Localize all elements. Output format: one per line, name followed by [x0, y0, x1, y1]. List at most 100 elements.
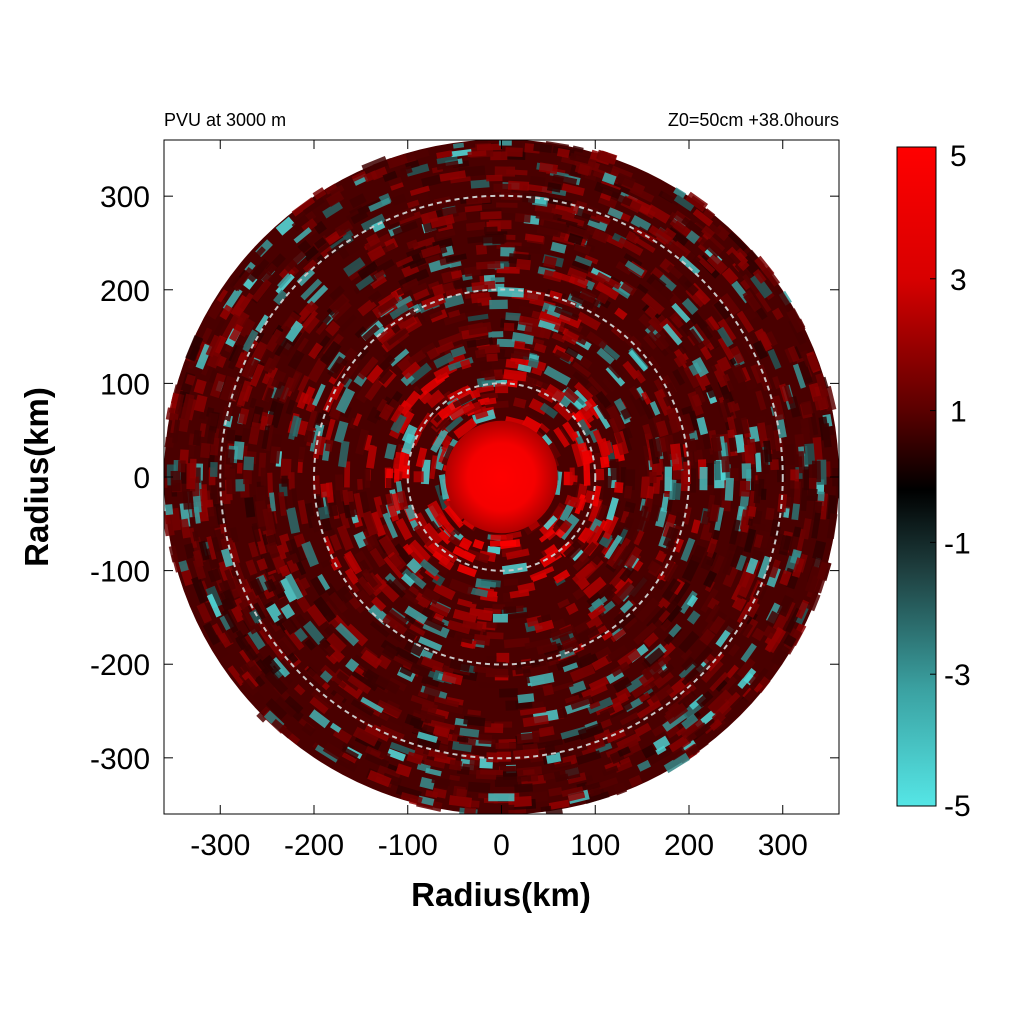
pv-cell	[604, 534, 623, 560]
pv-cell	[496, 202, 518, 208]
pv-cell	[315, 412, 325, 427]
pv-cell	[449, 774, 461, 782]
x-axis-title: Radius(km)	[411, 876, 591, 913]
pv-cell	[517, 693, 535, 704]
pv-cell	[707, 360, 718, 373]
pv-cell	[430, 214, 455, 229]
pv-cell	[284, 320, 304, 343]
pv-cell	[465, 221, 486, 232]
pv-cell	[567, 233, 584, 246]
pv-cell	[384, 720, 403, 734]
pv-cell	[730, 345, 745, 365]
pv-cell	[230, 605, 245, 623]
pv-cell	[437, 417, 451, 432]
pv-cell	[736, 601, 753, 624]
pv-cell	[352, 726, 379, 747]
pv-cell	[320, 516, 332, 532]
pv-cell	[694, 718, 716, 739]
pv-cell	[664, 702, 689, 725]
pv-cell	[681, 656, 696, 671]
pv-cell	[635, 597, 660, 623]
pv-cell	[265, 328, 284, 353]
pv-cell	[425, 389, 445, 409]
pv-cell	[456, 788, 468, 798]
pv-cell	[336, 524, 354, 551]
pv-cell	[638, 313, 658, 333]
pv-cell	[747, 506, 757, 518]
pv-cell	[249, 363, 265, 387]
pv-cell	[750, 272, 773, 299]
pv-cell	[553, 766, 581, 783]
pv-cell	[601, 630, 613, 641]
pv-cell	[720, 676, 738, 694]
pv-cell	[519, 706, 547, 716]
pv-cell	[544, 383, 566, 403]
pv-cell	[577, 722, 604, 741]
pv-cell	[517, 363, 532, 373]
pv-cell	[376, 326, 394, 343]
pv-cell	[706, 253, 728, 275]
pv-cell	[353, 492, 365, 518]
pv-cell	[633, 369, 646, 384]
pv-cell	[523, 324, 546, 339]
pv-cell	[648, 438, 660, 465]
pv-cell	[740, 278, 752, 291]
pv-cell	[611, 575, 634, 598]
pv-cell	[387, 504, 400, 522]
pv-cell	[494, 776, 518, 787]
pv-cell	[192, 495, 202, 513]
chart-title-left: PVU at 3000 m	[164, 110, 286, 130]
pv-cell	[407, 349, 427, 367]
pv-cell	[743, 528, 757, 553]
pv-cell	[452, 393, 473, 409]
pv-cell	[643, 647, 665, 668]
pv-cell	[653, 670, 674, 689]
pv-cell	[588, 499, 602, 523]
pv-cell	[273, 289, 288, 306]
pv-cell	[585, 737, 606, 752]
pv-cell	[367, 245, 386, 262]
pv-cell	[734, 262, 750, 279]
pv-cell	[285, 538, 302, 563]
pv-cell	[431, 283, 446, 297]
pv-cell	[717, 318, 737, 343]
pv-cell	[381, 614, 408, 637]
pv-cell	[351, 170, 367, 182]
pv-cell	[826, 513, 838, 540]
pv-cell	[678, 630, 700, 654]
pv-cell	[402, 543, 414, 556]
pv-cell	[662, 513, 677, 539]
pv-cell	[247, 258, 270, 283]
pv-cell	[536, 641, 558, 655]
pv-cell	[467, 150, 487, 157]
pv-cell	[545, 657, 560, 667]
pv-cell	[380, 622, 405, 643]
pv-cell	[548, 681, 574, 693]
pv-cell	[406, 751, 424, 765]
pv-cell	[472, 538, 485, 550]
pv-cell	[196, 602, 213, 624]
pv-cell	[470, 291, 491, 304]
pv-cell	[539, 402, 559, 419]
pv-cell	[369, 274, 388, 290]
pv-cell	[602, 475, 613, 501]
pv-cell	[503, 637, 530, 649]
pv-cell	[206, 536, 217, 560]
pv-cell	[378, 724, 405, 743]
pv-cell	[718, 691, 741, 715]
pv-cell	[503, 322, 515, 332]
pv-cell	[473, 665, 493, 674]
pv-cell	[338, 314, 357, 333]
pv-cell	[693, 449, 704, 463]
pv-cell	[547, 196, 573, 208]
pv-cell	[673, 194, 695, 212]
pv-cell	[486, 632, 504, 640]
pv-cell	[489, 299, 508, 310]
pv-cell	[709, 615, 726, 635]
pv-cell	[649, 504, 662, 522]
pv-cell	[297, 459, 304, 474]
pv-cell	[276, 635, 296, 657]
pv-cell	[246, 591, 258, 605]
pv-cell	[280, 603, 296, 620]
